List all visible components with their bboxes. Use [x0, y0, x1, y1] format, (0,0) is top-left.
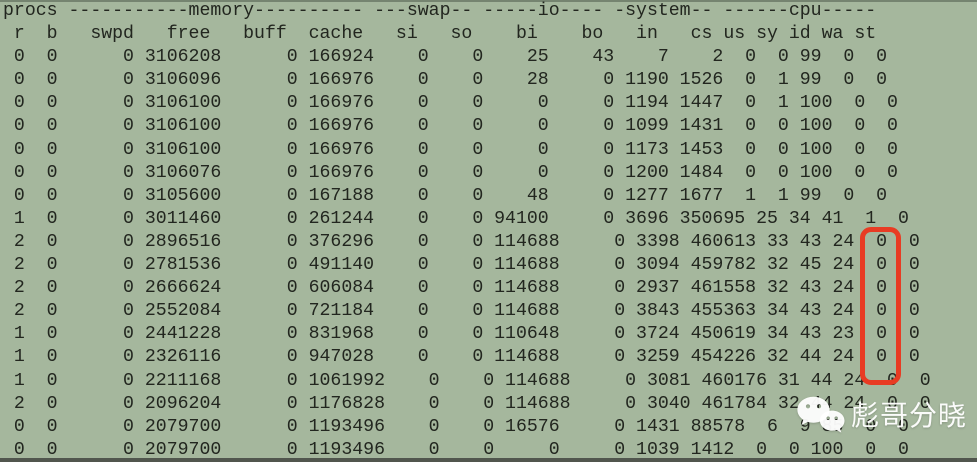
wechat-icon [797, 396, 845, 433]
vmstat-output: procs -----------memory---------- ---swa… [3, 1, 931, 460]
watermark: 彪哥分晓 [797, 396, 967, 436]
watermark-text: 彪哥分晓 [851, 399, 968, 432]
terminal-bottom-edge [0, 458, 977, 462]
terminal-top-edge [0, 0, 977, 2]
